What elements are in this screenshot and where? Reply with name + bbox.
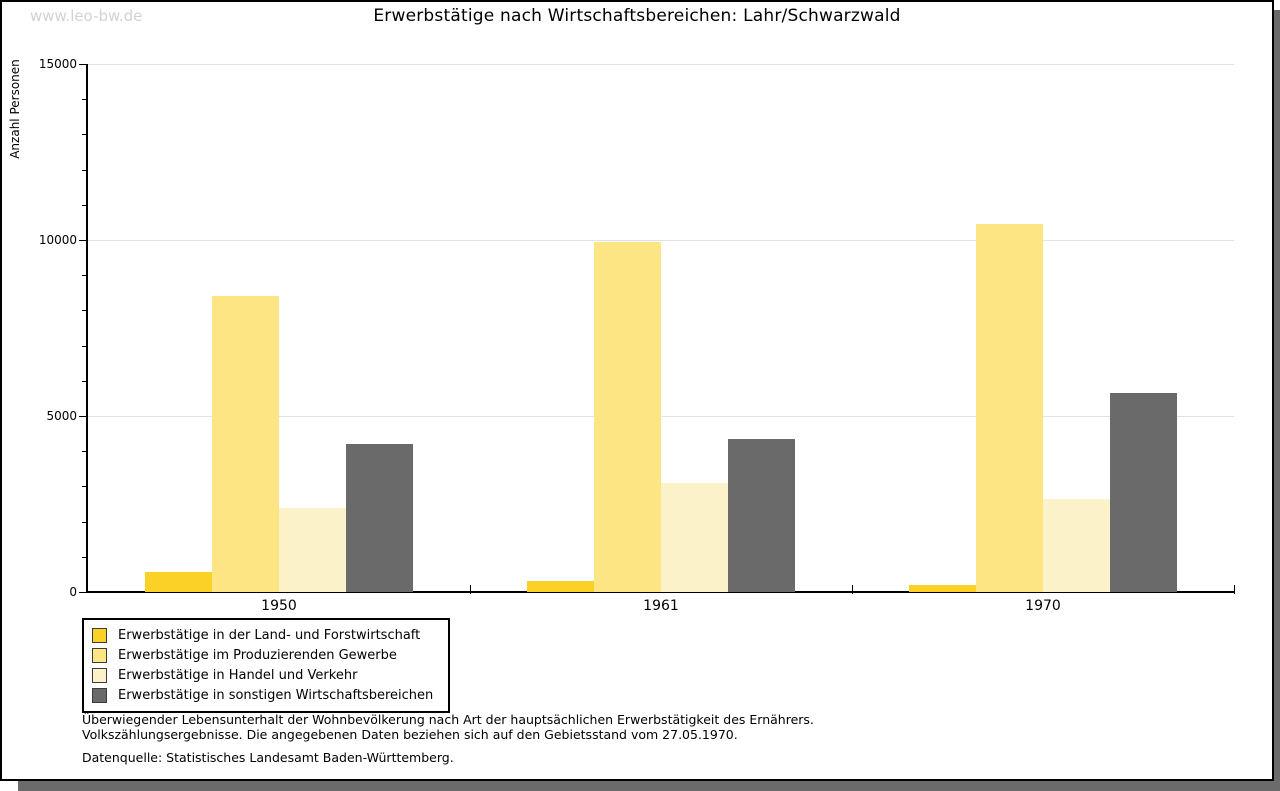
legend-color-swatch xyxy=(92,667,107,683)
x-tick-label: 1970 xyxy=(1025,598,1061,614)
y-axis-minor-tick xyxy=(82,380,86,382)
x-axis-line xyxy=(86,591,1235,593)
legend-label: Erwerbstätige im Produzierenden Gewerbe xyxy=(118,647,397,663)
page-shadow-right xyxy=(1274,10,1280,791)
y-axis-minor-tick xyxy=(82,486,86,488)
data-source: Datenquelle: Statistisches Landesamt Bad… xyxy=(82,750,454,765)
y-tick-label: 5000 xyxy=(46,409,77,423)
gridline xyxy=(88,64,1234,65)
page-shadow-bottom xyxy=(18,781,1280,791)
legend-label: Erwerbstätige in Handel und Verkehr xyxy=(118,667,358,683)
legend-item: Erwerbstätige in Handel und Verkehr xyxy=(92,665,440,685)
y-axis-line xyxy=(86,64,88,592)
x-axis-tick xyxy=(1234,585,1235,594)
y-axis-minor-tick xyxy=(82,275,86,277)
y-axis-minor-tick xyxy=(82,99,86,101)
y-axis-major-tick xyxy=(79,416,86,417)
y-tick-label: 10000 xyxy=(38,233,77,247)
legend-label: Erwerbstätige in der Land- und Forstwirt… xyxy=(118,627,421,643)
bar-1950-series-1 xyxy=(145,572,212,592)
y-axis-major-tick xyxy=(79,64,86,65)
y-axis-minor-tick xyxy=(82,345,86,347)
legend-item: Erwerbstätige im Produzierenden Gewerbe xyxy=(92,645,440,665)
bar-1970-series-1 xyxy=(909,585,976,592)
bar-1970-series-3 xyxy=(1043,499,1110,592)
plot-area: 0 5000 10000 15000 1950 1961 1970 xyxy=(2,2,1272,779)
y-tick-label: 0 xyxy=(69,585,77,599)
legend-item: Erwerbstätige in sonstigen Wirtschaftsbe… xyxy=(92,685,440,705)
footnote-line-1: Überwiegender Lebensunterhalt der Wohnbe… xyxy=(82,712,814,727)
y-axis-minor-tick xyxy=(82,521,86,523)
bar-1961-series-4 xyxy=(728,439,795,592)
bar-1970-series-2 xyxy=(976,224,1043,592)
bar-1961-series-1 xyxy=(527,581,594,592)
x-tick-label: 1950 xyxy=(261,598,297,614)
bar-1961-series-3 xyxy=(661,483,728,592)
footnote-line-2: Volkszählungsergebnisse. Die angegebenen… xyxy=(82,727,738,742)
y-axis-minor-tick xyxy=(82,134,86,136)
y-axis-minor-tick xyxy=(82,169,86,171)
bar-1961-series-2 xyxy=(594,242,661,592)
bar-1970-series-4 xyxy=(1110,393,1177,592)
y-axis-minor-tick xyxy=(82,556,86,558)
y-axis-minor-tick xyxy=(82,451,86,453)
x-axis-tick xyxy=(470,585,471,594)
bar-1950-series-4 xyxy=(346,444,413,592)
gridline xyxy=(88,240,1234,241)
y-tick-label: 15000 xyxy=(38,57,77,71)
watermark: www.leo-bw.de xyxy=(30,7,143,25)
gridline xyxy=(88,416,1234,417)
legend: Erwerbstätige in der Land- und Forstwirt… xyxy=(82,618,450,713)
y-axis-minor-tick xyxy=(82,204,86,206)
legend-label: Erwerbstätige in sonstigen Wirtschaftsbe… xyxy=(118,687,434,703)
y-axis-major-tick xyxy=(79,240,86,241)
chart-title: Erwerbstätige nach Wirtschaftsbereichen:… xyxy=(373,6,901,26)
legend-item: Erwerbstätige in der Land- und Forstwirt… xyxy=(92,625,440,645)
x-axis-tick xyxy=(852,585,853,594)
bar-1950-series-3 xyxy=(279,508,346,592)
legend-color-swatch xyxy=(92,627,107,643)
legend-color-swatch xyxy=(92,647,107,663)
bar-1950-series-2 xyxy=(212,296,279,592)
y-axis-minor-tick xyxy=(82,310,86,312)
legend-color-swatch xyxy=(92,687,107,703)
x-tick-label: 1961 xyxy=(643,598,679,614)
y-axis-major-tick xyxy=(79,592,86,593)
